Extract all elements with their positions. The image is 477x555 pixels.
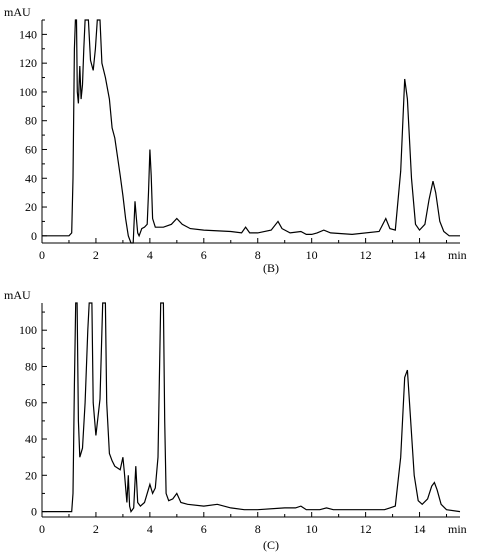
panel-b-y-tick-label-140: 140 bbox=[19, 27, 37, 41]
panel-b-y-axis-label: mAU bbox=[4, 5, 31, 19]
panel-b-x-tick-label-8: 8 bbox=[255, 248, 261, 262]
panel-b-x-tick-label-10: 10 bbox=[306, 248, 318, 262]
panel-b-y-tick-label-80: 80 bbox=[25, 114, 37, 128]
panel-b-y-tick-label-120: 120 bbox=[19, 56, 37, 70]
panel-c-x-axis-label: min bbox=[448, 522, 467, 536]
panel-c-chromatogram-trace bbox=[42, 302, 461, 513]
panel-b-x-tick-label-4: 4 bbox=[147, 248, 153, 262]
panel-c-x-tick-label-2: 2 bbox=[93, 522, 99, 536]
panel-c-label: (C) bbox=[263, 538, 279, 552]
panel-b-x-axis-label: min bbox=[448, 248, 467, 262]
panel-b-chromatogram-trace bbox=[42, 19, 460, 244]
panel-c-x-tick-label-4: 4 bbox=[147, 522, 153, 536]
panel-b-y-tick-label-0: 0 bbox=[31, 229, 37, 243]
panel-b-x-tick-label-6: 6 bbox=[201, 248, 207, 262]
panel-c-x-tick-label-8: 8 bbox=[255, 522, 261, 536]
panel-b-label: (B) bbox=[263, 261, 279, 275]
panel-b-y-tick-label-40: 40 bbox=[25, 171, 37, 185]
panel-b-y-ticks: 0 20 40 60 80 100 120 140 bbox=[19, 19, 47, 243]
panel-c-y-tick-label-0: 0 bbox=[31, 505, 37, 519]
panel-c-y-ticks: 0 20 40 60 80 100 bbox=[19, 311, 47, 519]
panel-c-x-tick-label-14: 14 bbox=[414, 522, 426, 536]
panel-c-x-ticks: 0 2 4 6 8 10 12 14 bbox=[39, 512, 448, 536]
panel-b-x-ticks: 0 2 4 6 8 10 12 14 bbox=[39, 238, 448, 262]
panel-c-y-axis-label: mAU bbox=[4, 288, 31, 302]
panel-c-y-tick-label-20: 20 bbox=[25, 468, 37, 482]
panel-c-y-tick-label-100: 100 bbox=[19, 323, 37, 337]
panel-b-x-tick-label-12: 12 bbox=[360, 248, 372, 262]
panel-b-y-tick-label-100: 100 bbox=[19, 85, 37, 99]
panel-c-x-tick-label-12: 12 bbox=[360, 522, 372, 536]
panel-b-x-tick-label-2: 2 bbox=[93, 248, 99, 262]
panel-b-y-tick-label-60: 60 bbox=[25, 142, 37, 156]
panel-c-x-tick-label-10: 10 bbox=[306, 522, 318, 536]
panel-c-y-tick-label-80: 80 bbox=[25, 359, 37, 373]
panel-b-x-tick-label-0: 0 bbox=[39, 248, 45, 262]
panel-c-y-tick-label-60: 60 bbox=[25, 396, 37, 410]
panel-c: 0 20 40 60 80 100 0 2 4 6 8 10 12 14 mAU min (C) bbox=[4, 288, 467, 552]
panel-c-x-tick-label-6: 6 bbox=[201, 522, 207, 536]
panel-b-y-tick-label-20: 20 bbox=[25, 200, 37, 214]
panel-b-x-tick-label-14: 14 bbox=[414, 248, 426, 262]
panel-c-x-tick-label-0: 0 bbox=[39, 522, 45, 536]
panel-c-y-tick-label-40: 40 bbox=[25, 432, 37, 446]
panel-b: 0 20 40 60 80 100 120 140 0 2 4 6 8 10 12 14 mAU min (… bbox=[4, 5, 467, 275]
